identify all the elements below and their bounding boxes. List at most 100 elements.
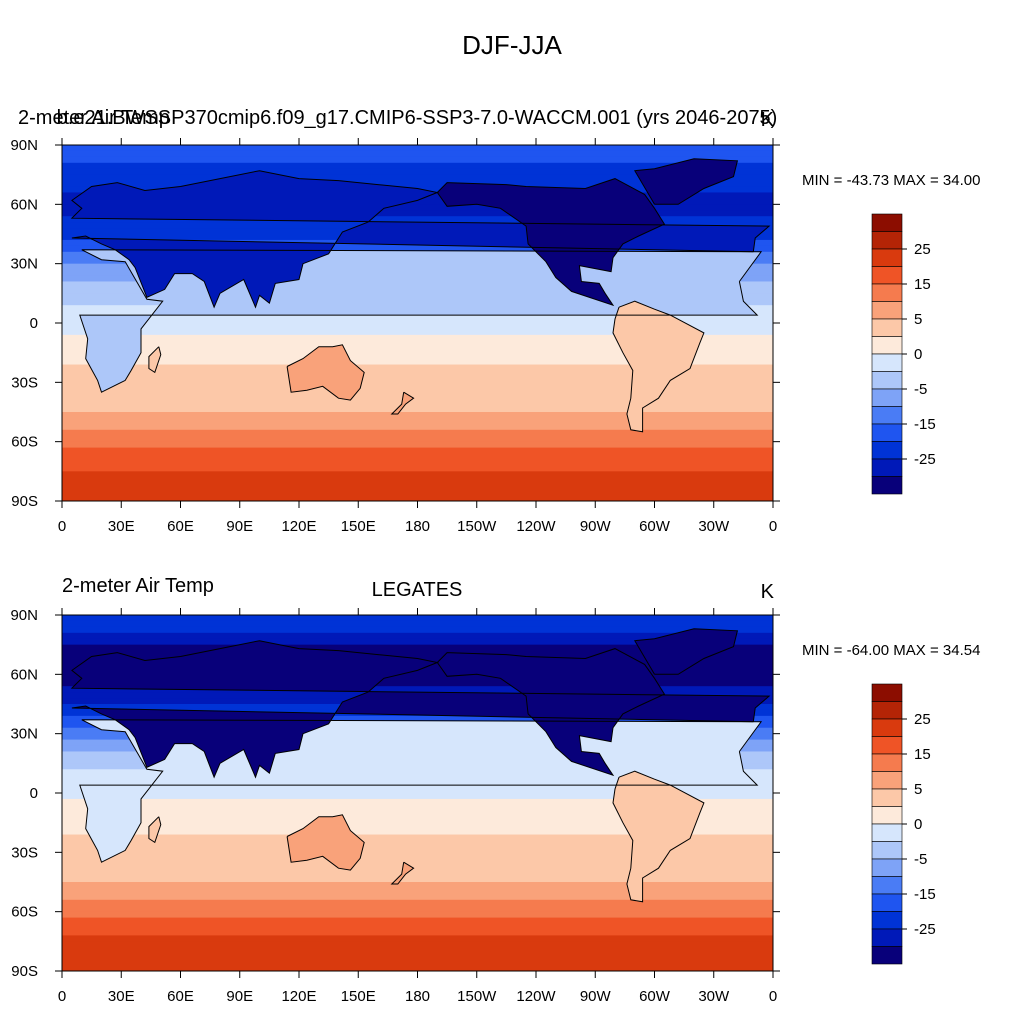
temperature-band xyxy=(62,816,773,824)
y-tick-label: 90S xyxy=(11,493,38,510)
temperature-band xyxy=(62,328,773,336)
y-tick-label: 30S xyxy=(11,844,38,861)
y-tick-label: 60S xyxy=(11,434,38,451)
land-anomaly xyxy=(287,344,365,401)
panel-2-center-title: LEGATES xyxy=(372,579,463,601)
x-tick-label: 90E xyxy=(226,518,253,535)
temperature-band xyxy=(62,216,773,223)
temperature-band xyxy=(62,846,773,853)
land-anomaly xyxy=(860,817,872,843)
land-anomaly xyxy=(437,178,665,306)
panel-2-stats: MIN = -64.00 MAX = 34.54 xyxy=(802,642,980,659)
temperature-band xyxy=(62,834,773,842)
land-anomaly xyxy=(148,816,161,843)
coastline xyxy=(286,814,365,871)
temperature-band xyxy=(62,429,773,437)
coastline xyxy=(791,250,1024,392)
x-tick-label: 30E xyxy=(108,518,135,535)
temperature-band xyxy=(62,953,773,960)
colorbar-segment xyxy=(871,388,903,407)
x-tick-label: 120W xyxy=(516,988,556,1005)
y-tick-label: 0 xyxy=(30,315,38,332)
temperature-band xyxy=(62,644,773,652)
land-anomaly xyxy=(437,648,665,776)
temperature-band xyxy=(62,441,773,449)
temperature-band xyxy=(62,150,773,158)
temperature-band xyxy=(62,382,773,389)
land-anomaly xyxy=(0,171,58,308)
coastline xyxy=(633,158,739,205)
temperature-band xyxy=(62,447,773,455)
colorbar-segment xyxy=(871,458,903,477)
temperature-band xyxy=(62,483,773,490)
temperature-band xyxy=(62,840,773,847)
x-tick-label: 150E xyxy=(341,518,376,535)
panel-2-colorbar: 25 15 5 0 -5 -15 -25 xyxy=(871,683,936,965)
land-anomaly xyxy=(613,301,704,432)
x-tick-label: 0 xyxy=(769,988,777,1005)
temperature-band xyxy=(62,358,773,366)
temperature-band xyxy=(62,674,773,681)
land-anomaly xyxy=(783,171,1024,308)
x-tick-label: 0 xyxy=(58,518,66,535)
x-tick-label: 30E xyxy=(108,988,135,1005)
coastline xyxy=(0,171,58,308)
temperature-band xyxy=(62,965,773,971)
land-anomaly xyxy=(0,641,58,778)
x-tick-label: 30W xyxy=(698,988,730,1005)
colorbar-segment xyxy=(871,841,903,860)
temperature-band xyxy=(62,406,773,413)
colorbar-segment xyxy=(871,336,903,355)
land-anomaly xyxy=(634,628,738,675)
temperature-band xyxy=(62,858,773,865)
coastline xyxy=(998,345,1024,400)
x-tick-label: 120E xyxy=(281,988,316,1005)
temperature-band xyxy=(62,453,773,461)
colorbar-label: 5 xyxy=(914,781,922,798)
temperature-band xyxy=(62,917,773,925)
temperature-band xyxy=(62,204,773,211)
y-tick-label: 30N xyxy=(10,256,38,273)
temperature-band xyxy=(62,412,773,419)
temperature-band xyxy=(62,876,773,883)
temperature-band xyxy=(62,376,773,383)
temperature-band xyxy=(62,810,773,818)
colorbar-segment xyxy=(871,736,903,755)
temperature-band xyxy=(62,899,773,907)
coastline xyxy=(783,641,1024,778)
temperature-band xyxy=(62,893,773,901)
y-tick-label: 60S xyxy=(11,904,38,921)
colorbar-label: 15 xyxy=(914,276,931,293)
colorbar-segment xyxy=(871,876,903,895)
coastline xyxy=(436,178,666,307)
temperature-band xyxy=(62,495,773,501)
y-tick-label: 90N xyxy=(10,607,38,624)
panel-1-map xyxy=(0,145,1024,501)
temperature-band xyxy=(62,417,773,425)
colorbar-label: 25 xyxy=(914,711,931,728)
colorbar-segment xyxy=(871,353,903,372)
colorbar-label: -25 xyxy=(914,451,936,468)
temperature-band xyxy=(62,198,773,205)
x-tick-label: 150E xyxy=(341,988,376,1005)
y-tick-label: 0 xyxy=(30,785,38,802)
temperature-band xyxy=(62,870,773,877)
x-tick-label: 120W xyxy=(516,518,556,535)
land-anomaly xyxy=(783,641,1024,778)
coastline xyxy=(79,249,763,393)
colorbar-segment xyxy=(871,371,903,390)
land-anomaly xyxy=(998,345,1024,400)
temperature-band xyxy=(62,489,773,496)
coastline xyxy=(148,816,162,844)
colorbar-segment xyxy=(871,441,903,460)
colorbar-segment xyxy=(871,318,903,337)
panel-2-map xyxy=(0,615,1024,971)
colorbar-segment xyxy=(871,406,903,425)
colorbar-segment xyxy=(871,946,903,965)
coastline xyxy=(286,344,365,401)
colorbar-segment xyxy=(871,701,903,720)
temperature-band xyxy=(62,959,773,966)
colorbar-segment xyxy=(871,283,903,302)
panel-1: 2-meter Air Temp b.e21.BWSSP370cmip6.f09… xyxy=(0,107,1024,535)
